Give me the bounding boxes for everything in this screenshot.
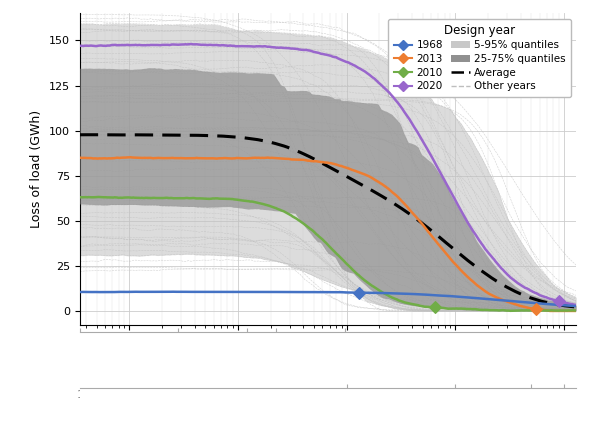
- Legend: 1968, 2013, 2010, 2020, 5-95% quantiles, 25-75% quantiles, Average, Other years: 1968, 2013, 2010, 2020, 5-95% quantiles,…: [388, 19, 571, 97]
- Y-axis label: Loss of load (GWh): Loss of load (GWh): [30, 110, 43, 228]
- X-axis label: LOLE: LOLE: [313, 402, 343, 415]
- X-axis label: % of time: % of time: [298, 349, 358, 362]
